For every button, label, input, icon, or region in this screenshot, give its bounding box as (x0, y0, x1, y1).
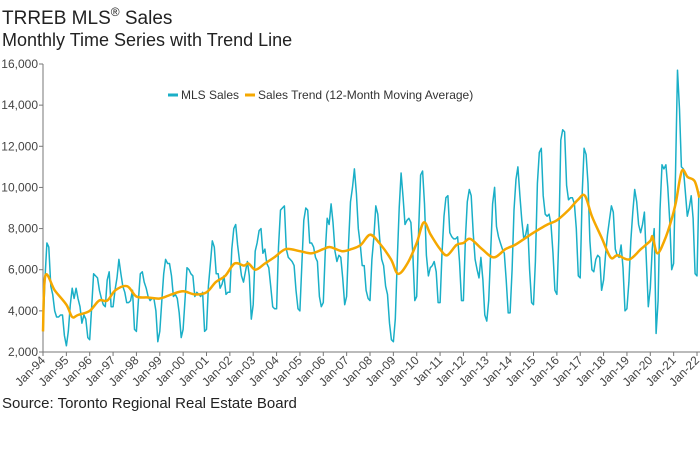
y-axis: 2,000 4,000 6,000 8,000 10,000 12,000 14,000 16… (1, 57, 44, 359)
legend-label-mls-sales: MLS Sales (181, 88, 239, 102)
series-line-sales-trend (41, 168, 700, 332)
y-tick-label: 10,000 (1, 180, 38, 194)
legend-label-sales-trend: Sales Trend (12-Month Moving Average) (258, 88, 473, 102)
y-tick-label: 2,000 (8, 345, 38, 359)
y-tick-label: 14,000 (1, 98, 38, 112)
title-text: TRREB MLS (2, 8, 111, 29)
series-group (41, 69, 700, 347)
source-note: Source: Toronto Regional Real Estate Boa… (2, 395, 297, 412)
title-text-rest: Sales (119, 8, 173, 29)
x-axis: Jan-94Jan-95Jan-96Jan-97Jan-98Jan-99Jan-… (12, 351, 700, 389)
series-line-mls-sales (42, 69, 700, 347)
y-tick-label: 4,000 (8, 304, 38, 318)
y-tick-label: 8,000 (8, 222, 38, 236)
registered-mark: ® (110, 5, 120, 19)
y-tick-label: 12,000 (1, 139, 38, 153)
y-tick-label: 16,000 (1, 57, 38, 71)
chart-title: TRREB MLS® Sales (2, 5, 172, 30)
chart-subtitle: Monthly Time Series with Trend Line (2, 30, 293, 50)
y-tick-label: 6,000 (8, 263, 38, 277)
legend: MLS Sales Sales Trend (12-Month Moving A… (168, 88, 473, 102)
